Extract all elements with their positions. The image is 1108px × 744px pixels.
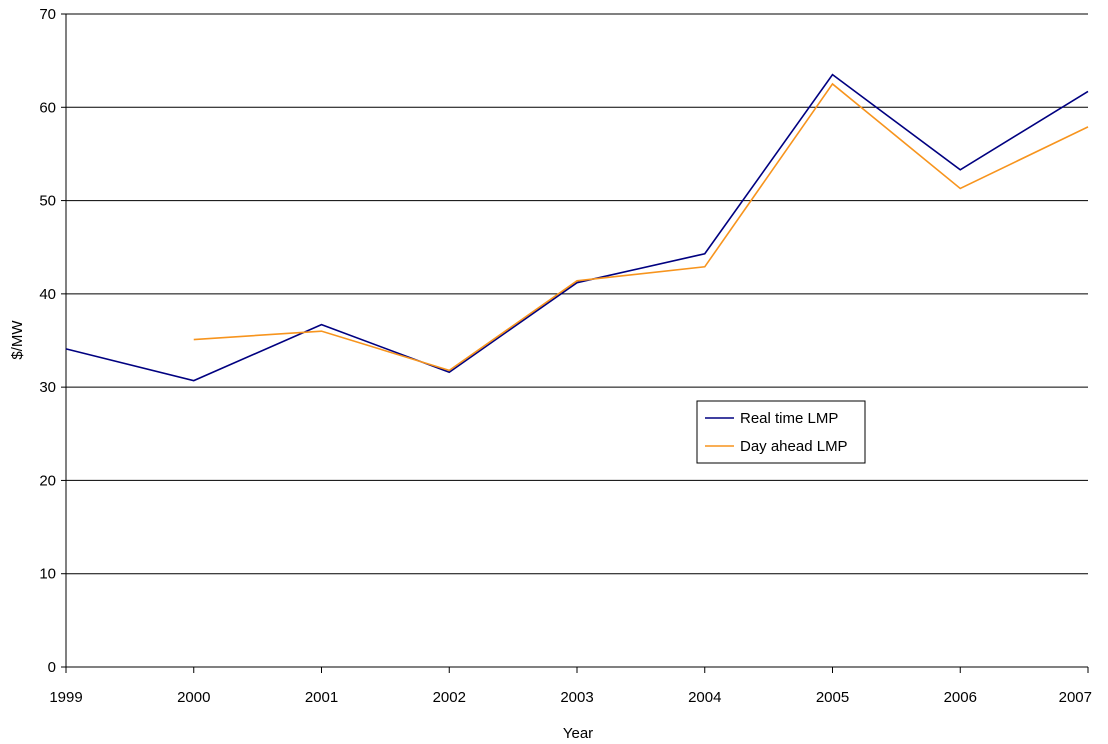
x-tick-label: 2006: [944, 689, 977, 706]
y-tick-label: 50: [39, 193, 56, 210]
series-lines: [65, 73, 1089, 382]
x-tick-label: 2005: [816, 689, 849, 706]
y-tick-labels: 0 10 20 30 40 50 60 70: [39, 6, 56, 676]
x-axis-title: Year: [563, 725, 593, 742]
x-tick-labels: 1999 2000 2001 2002 2003 2004 2005 2006 2007: [49, 689, 1092, 706]
y-tick-label: 10: [39, 566, 56, 583]
y-tick-label: 70: [39, 6, 56, 23]
legend: Real time LMP Day ahead LMP: [696, 400, 866, 464]
y-axis-title: $/MW: [9, 320, 26, 360]
y-tick-label: 0: [48, 659, 56, 676]
series-line-day-ahead-lmp: [193, 82, 1089, 372]
x-tick-label: 2000: [177, 689, 210, 706]
axes: [65, 14, 1089, 673]
x-tick-label: 1999: [49, 689, 82, 706]
x-tick-label: 2007: [1059, 689, 1092, 706]
x-tick-label: 2001: [305, 689, 338, 706]
y-tick-label: 20: [39, 472, 56, 489]
x-tick-label: 2004: [688, 689, 721, 706]
gridlines: [61, 13, 1088, 668]
y-tick-label: 30: [39, 379, 56, 396]
y-tick-label: 40: [39, 286, 56, 303]
legend-label-day-ahead: Day ahead LMP: [740, 438, 848, 455]
series-line-real-time-lmp: [65, 73, 1089, 382]
x-tick-label: 2002: [433, 689, 466, 706]
x-tick-label: 2003: [560, 689, 593, 706]
legend-box: [696, 400, 866, 464]
legend-label-real-time: Real time LMP: [740, 410, 838, 427]
y-tick-label: 60: [39, 99, 56, 116]
